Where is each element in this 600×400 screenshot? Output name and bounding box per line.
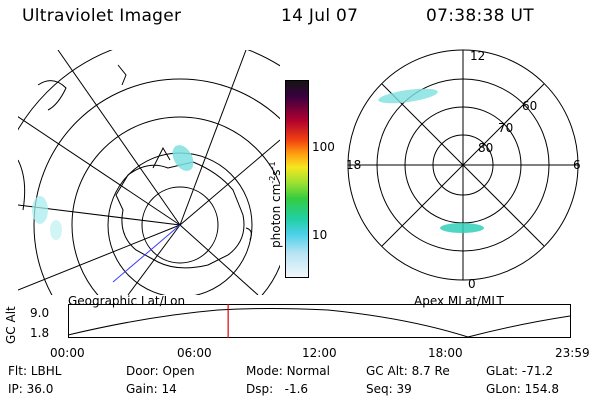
info-glat: GLat: -71.2 [486,364,553,378]
info-seq: Seq: 39 [366,382,412,396]
colorbar-axis-label: photon cm-2s-1 [268,161,283,248]
info-mode: Mode: Normal [246,364,330,378]
colorbar-tick-10: 10 [312,228,328,242]
mlt-label-12: 12 [470,49,485,63]
mlat-label-80: 80 [478,141,493,155]
info-gain: Gain: 14 [126,382,177,396]
mlt-label-6: 6 [573,158,581,172]
mlt-label-18: 18 [346,158,361,172]
colorbar [285,80,309,278]
instrument-title: Ultraviolet Imager [22,6,182,26]
timeline-x-tick-1800: 18:00 [428,346,463,360]
timeline-y-tick-min: 1.8 [30,326,50,340]
colorbar-tick-100: 100 [312,140,335,154]
timeline-x-tick-2359: 23:59 [555,346,590,360]
altitude-timeline [68,304,571,338]
timeline-x-tick-0000: 00:00 [50,346,85,360]
timeline-y-label: GC Alt [4,306,18,344]
info-glon: GLon: 154.8 [486,382,559,396]
info-ip: IP: 36.0 [8,382,54,396]
mlat-label-70: 70 [498,121,513,135]
geographic-map [18,50,280,295]
info-gc-alt: GC Alt: 8.7 Re [366,364,450,378]
mlat-label-60: 60 [522,99,537,113]
timeline-x-tick-1200: 12:00 [302,346,337,360]
timeline-x-tick-0600: 06:00 [177,346,212,360]
info-dsp: Dsp: -1.6 [246,382,309,396]
mlt-label-0: 0 [468,277,476,291]
timeline-y-tick-max: 9.0 [30,306,50,320]
time-label: 07:38:38 UT [426,6,534,26]
date-label: 14 Jul 07 [281,6,359,26]
info-door: Door: Open [126,364,195,378]
info-flt: Flt: LBHL [8,364,62,378]
mlt-polar-plot: 12 0 18 6 60 70 80 [346,49,581,291]
